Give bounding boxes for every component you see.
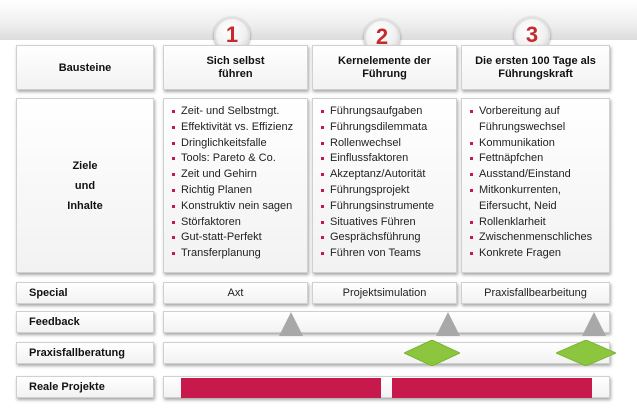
- list-item: Richtig Planen: [171, 183, 293, 199]
- feedback-text: Feedback: [29, 316, 80, 328]
- column-2-title-line1: Kernelemente der: [338, 54, 431, 67]
- projekt-bar-1: [181, 378, 381, 398]
- list-item: Dringlichkeitsfalle: [171, 136, 293, 152]
- list-item: Transferplanung: [171, 246, 293, 262]
- special-cell-2: Projektsimulation: [312, 282, 457, 304]
- column-header-1: Sich selbst führen: [163, 45, 308, 90]
- column-1-title-line1: Sich selbst: [206, 54, 265, 67]
- list-item: Gut-statt-Perfekt: [171, 230, 293, 246]
- list-item: Akzeptanz/Autorität: [320, 167, 434, 183]
- column-2-title-line2: Führung: [362, 67, 407, 80]
- item-list-2: Führungsaufgaben Führungsdilemmata Rolle…: [320, 104, 434, 262]
- special-text: Special: [29, 287, 68, 299]
- praxisfallberatung-text: Praxisfallberatung: [29, 347, 125, 359]
- column-content-2: Führungsaufgaben Führungsdilemmata Rolle…: [312, 98, 457, 273]
- row-label-reale-projekte: Reale Projekte: [16, 376, 154, 398]
- list-item: Störfaktoren: [171, 215, 293, 231]
- column-1-title-line2: führen: [218, 67, 253, 80]
- list-item: Zwischenmenschliches: [469, 230, 592, 246]
- list-item: Führen von Teams: [320, 246, 434, 262]
- row-label-feedback: Feedback: [16, 311, 154, 333]
- list-item: Situatives Führen: [320, 215, 434, 231]
- column-header-3: Die ersten 100 Tage als Führungskraft: [461, 45, 610, 90]
- special-3-text: Praxisfallbearbeitung: [484, 287, 587, 299]
- list-item: Konstruktiv nein sagen: [171, 199, 293, 215]
- item-list-3: Vorbereitung auf Führungswechsel Kommuni…: [469, 104, 592, 262]
- list-item: Rollenklarheit: [469, 215, 592, 231]
- column-header-2: Kernelemente der Führung: [312, 45, 457, 90]
- list-item: Kommunikation: [469, 136, 592, 152]
- list-item: Mitkonkurrenten,: [469, 183, 592, 199]
- special-1-text: Axt: [227, 287, 244, 299]
- ziele-line3: Inhalte: [67, 199, 103, 212]
- list-item: Fettnäpfchen: [469, 151, 592, 167]
- ziele-line1: Ziele: [72, 159, 98, 172]
- feedback-marker-1: [279, 312, 303, 336]
- special-cell-1: Axt: [163, 282, 308, 304]
- list-item: Effektivität vs. Effizienz: [171, 120, 293, 136]
- praxisfallberatung-track: [163, 342, 610, 364]
- list-item: Ausstand/Einstand: [469, 167, 592, 183]
- bausteine-text: Bausteine: [58, 61, 112, 74]
- list-item: Zeit- und Selbstmgt.: [171, 104, 293, 120]
- number-1: 1: [225, 22, 239, 47]
- list-item: Konkrete Fragen: [469, 246, 592, 262]
- list-item: Tools: Pareto & Co.: [171, 151, 293, 167]
- list-item: Führungsaufgaben: [320, 104, 434, 120]
- feedback-marker-2: [436, 312, 460, 336]
- beratung-marker-1: [404, 340, 460, 366]
- beratung-marker-2: [556, 340, 616, 366]
- special-cell-3: Praxisfallbearbeitung: [461, 282, 610, 304]
- reale-projekte-text: Reale Projekte: [29, 381, 105, 393]
- column-3-title-line2: Führungskraft: [498, 67, 573, 80]
- list-item: Führungsprojekt: [320, 183, 434, 199]
- column-content-3: Vorbereitung auf Führungswechsel Kommuni…: [461, 98, 610, 273]
- row-label-special: Special: [16, 282, 154, 304]
- number-2: 2: [375, 24, 389, 49]
- row-label-ziele: Ziele und Inhalte: [16, 98, 154, 273]
- row-label-praxisfallberatung: Praxisfallberatung: [16, 342, 154, 364]
- special-2-text: Projektsimulation: [342, 287, 427, 299]
- ziele-line2: und: [74, 179, 96, 192]
- item-list-1: Zeit- und Selbstmgt. Effektivität vs. Ef…: [171, 104, 293, 262]
- list-item-continuation: Eifersucht, Neid: [479, 199, 557, 212]
- number-3: 3: [525, 22, 539, 47]
- feedback-track: [163, 311, 610, 333]
- list-item: Gesprächsführung: [320, 230, 434, 246]
- list-item: Einflussfaktoren: [320, 151, 434, 167]
- list-item: Vorbereitung auf: [469, 104, 592, 120]
- list-item: Zeit und Gehirn: [171, 167, 293, 183]
- feedback-marker-3: [582, 312, 606, 336]
- row-label-bausteine: Bausteine: [16, 45, 154, 90]
- list-item: Führungsinstrumente: [320, 199, 434, 215]
- projekt-bar-2: [392, 378, 592, 398]
- list-item: Führungsdilemmata: [320, 120, 434, 136]
- list-item-continuation: Führungswechsel: [479, 120, 566, 133]
- column-content-1: Zeit- und Selbstmgt. Effektivität vs. Ef…: [163, 98, 308, 273]
- list-item: Rollenwechsel: [320, 136, 434, 152]
- column-3-title-line1: Die ersten 100 Tage als: [475, 54, 596, 67]
